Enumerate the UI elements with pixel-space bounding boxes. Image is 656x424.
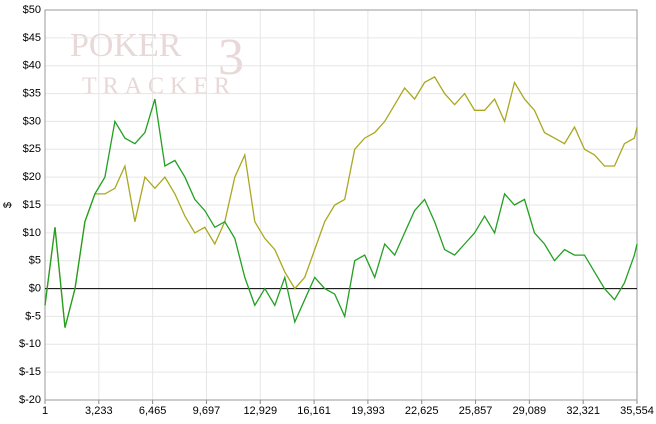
- watermark: TRACKER: [82, 74, 236, 100]
- x-tick-label: 35,554: [620, 405, 654, 417]
- plot-border: [44, 9, 638, 401]
- y-tick-label: $-10: [19, 338, 41, 350]
- y-tick-label: $10: [23, 227, 41, 239]
- x-tick-label: 25,857: [459, 405, 493, 417]
- x-tick-label: 12,929: [243, 405, 277, 417]
- x-tick-label: 9,697: [193, 405, 221, 417]
- y-tick-label: $50: [23, 4, 41, 16]
- y-tick-label: $-20: [19, 394, 41, 406]
- watermark: POKER: [70, 27, 182, 64]
- series-line: [44, 98, 638, 328]
- watermark: 3: [218, 29, 244, 86]
- x-tick-label: 3,233: [85, 405, 113, 417]
- series-line: [44, 76, 638, 328]
- y-axis-label: $: [2, 202, 14, 208]
- y-tick-label: $15: [23, 199, 41, 211]
- y-tick-label: $0: [29, 282, 41, 294]
- x-tick-label: 29,089: [513, 405, 547, 417]
- y-tick-label: $35: [23, 87, 41, 99]
- y-tick-label: $25: [23, 143, 41, 155]
- x-tick-label: 1: [42, 405, 48, 417]
- y-tick-label: $-15: [19, 366, 41, 378]
- x-tick-label: 16,161: [297, 405, 331, 417]
- y-tick-label: $-5: [25, 310, 41, 322]
- x-tick-label: 19,393: [351, 405, 385, 417]
- y-tick-label: $5: [29, 255, 41, 267]
- x-tick-label: 22,625: [405, 405, 439, 417]
- y-tick-label: $30: [23, 115, 41, 127]
- y-tick-label: $40: [23, 60, 41, 72]
- y-tick-label: $20: [23, 171, 41, 183]
- y-tick-label: $45: [23, 32, 41, 44]
- x-tick-label: 6,465: [139, 405, 167, 417]
- x-tick-label: 32,321: [566, 405, 600, 417]
